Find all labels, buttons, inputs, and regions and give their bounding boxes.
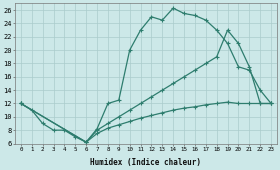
X-axis label: Humidex (Indice chaleur): Humidex (Indice chaleur) [90, 158, 202, 167]
